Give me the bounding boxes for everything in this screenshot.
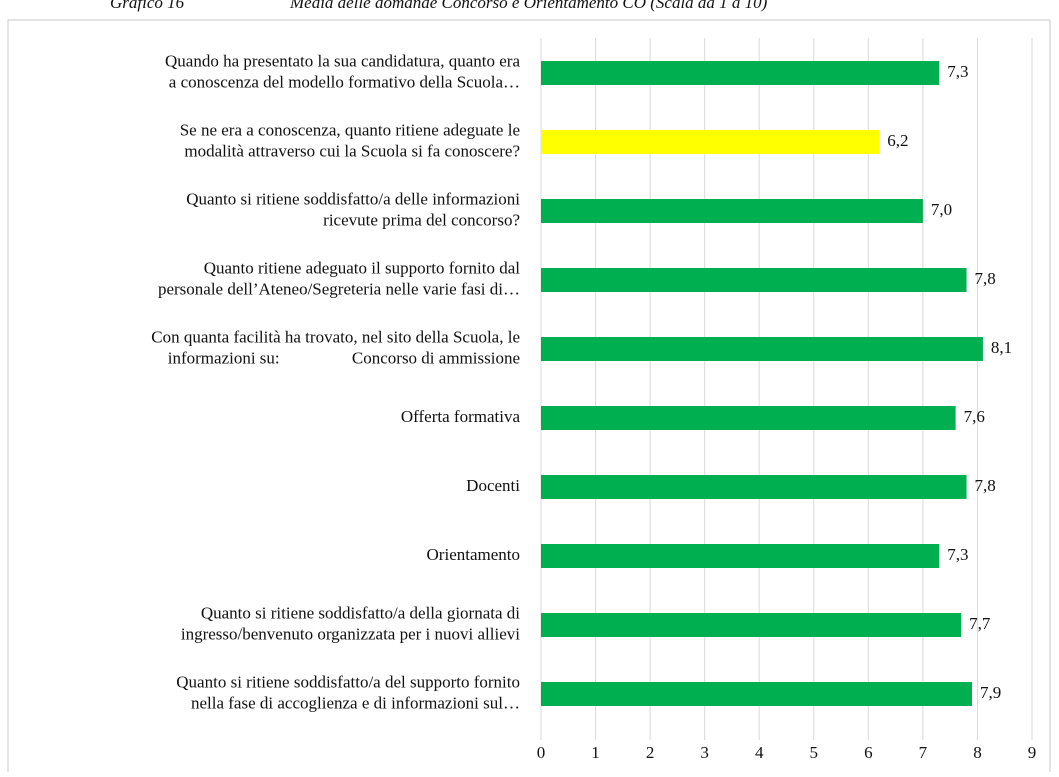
chart-border — [7, 19, 1051, 777]
bar — [541, 406, 956, 430]
y-tick-label: Quanto si ritiene soddisfatto/a della gi… — [201, 603, 520, 622]
y-tick-label: nella fase di accoglienza e di informazi… — [191, 693, 520, 712]
y-tick-label: informazioni su: Concorso di ammissione — [168, 348, 520, 367]
y-tick-label: personale dell’Ateneo/Segreteria nelle v… — [158, 279, 520, 298]
value-label: 7,7 — [969, 614, 991, 633]
value-label: 7,0 — [931, 200, 952, 219]
bar — [541, 337, 983, 361]
x-tick-label: 3 — [700, 743, 709, 762]
value-label: 7,3 — [947, 62, 968, 81]
chart-title: Grafico 16 — [110, 0, 185, 12]
value-label: 7,8 — [975, 269, 996, 288]
x-tick-label: 0 — [537, 743, 546, 762]
bar — [541, 268, 967, 292]
chart-subtitle: Media delle domande Concorso e Orientame… — [289, 0, 768, 12]
value-label: 7,9 — [980, 683, 1001, 702]
y-tick-label: ingresso/benvenuto organizzata per i nuo… — [181, 624, 520, 643]
y-tick-label: modalità attraverso cui la Scuola si fa … — [184, 141, 520, 160]
bar — [541, 130, 880, 154]
x-tick-label: 1 — [591, 743, 600, 762]
y-tick-label: Quanto ritiene adeguato il supporto forn… — [204, 258, 521, 277]
bar — [541, 613, 962, 637]
y-tick-label: ricevute prima del concorso? — [323, 210, 520, 229]
x-tick-label: 4 — [755, 743, 764, 762]
y-tick-label: Se ne era a conoscenza, quanto ritiene a… — [180, 120, 520, 139]
x-tick-label: 5 — [810, 743, 819, 762]
y-tick-label: Con quanta facilità ha trovato, nel sito… — [151, 327, 520, 346]
x-tick-label: 7 — [919, 743, 928, 762]
y-tick-label: Docenti — [466, 476, 520, 495]
y-tick-label: Quanto si ritiene soddisfatto/a delle in… — [186, 189, 520, 208]
value-label: 8,1 — [991, 338, 1012, 357]
x-tick-label: 2 — [646, 743, 655, 762]
bar — [541, 682, 972, 706]
y-tick-label: Quanto si ritiene soddisfatto/a del supp… — [176, 672, 520, 691]
value-label: 7,3 — [947, 545, 968, 564]
y-tick-label: Offerta formativa — [401, 407, 521, 426]
x-tick-label: 8 — [973, 743, 982, 762]
value-label: 7,8 — [975, 476, 996, 495]
x-tick-label: 6 — [864, 743, 873, 762]
y-tick-label: Quando ha presentato la sua candidatura,… — [165, 51, 520, 70]
bar — [541, 61, 940, 85]
value-label: 7,6 — [964, 407, 985, 426]
value-label: 6,2 — [887, 131, 908, 150]
y-tick-label: a conoscenza del modello formativo della… — [169, 72, 520, 91]
bar — [541, 199, 923, 223]
bar — [541, 475, 967, 499]
bar — [541, 544, 940, 568]
x-tick-label: 9 — [1028, 743, 1037, 762]
y-tick-label: Orientamento — [427, 545, 520, 564]
